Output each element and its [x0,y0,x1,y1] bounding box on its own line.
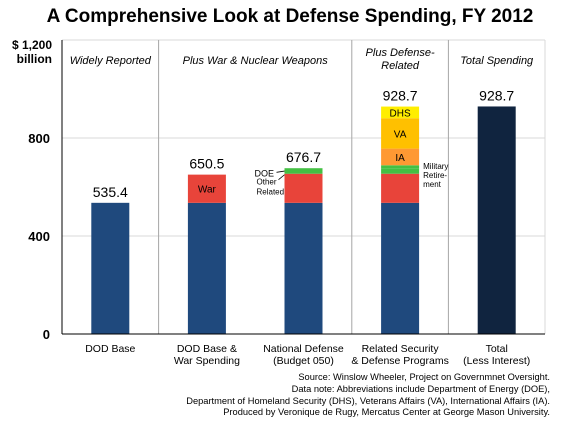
source-note: Source: Winslow Wheeler, Project on Gove… [10,372,550,419]
bar-segment-war [284,173,323,203]
other-related-leader [278,174,285,180]
other-related-annotation: Related [257,188,285,197]
bar-segment-dhs [381,106,420,119]
bar-segment-base [187,202,226,334]
x-tick-label: DOD Base [85,343,135,355]
segment-label: DHS [390,108,411,119]
military-retirement-annotation: ment [423,180,442,189]
bar-segment-doe [381,165,420,169]
doe-annotation: DOE [255,168,275,178]
doe-leader [276,170,285,173]
y-axis-unit-line2: billion [16,52,52,66]
bar-total-label: 928.7 [383,88,418,104]
other-related-annotation: Other [257,178,277,187]
bar-total-label: 535.4 [93,184,128,200]
x-tick-label: DOD Base & [177,343,237,355]
bar-segment-ia [381,148,420,166]
segment-label: IA [395,153,405,164]
bar-total-label: 676.7 [286,149,321,165]
x-tick-label: War Spending [174,355,240,367]
x-tick-label: Total [486,343,508,355]
y-axis-unit: $ 1,200 billion [8,38,52,66]
bar-segment-base [381,202,420,334]
military-retirement-annotation: Retire- [423,171,447,180]
x-tick-label: National Defense [263,343,344,355]
bar-segment-doe [381,168,420,174]
x-tick-label: Related Security [362,343,440,355]
y-axis-unit-line1: $ 1,200 [11,38,52,52]
bar-segment-doe [284,168,323,174]
source-line: Produced by Veronique de Rugy, Mercatus … [223,407,550,418]
segment-label: VA [394,129,407,140]
x-tick-label: & Defense Programs [351,355,448,367]
chart: Widely Reported Plus War & Nuclear Weapon… [28,39,546,367]
section-header: Related [381,60,420,72]
bar-segment-va [381,118,420,149]
military-retirement-annotation: Military [423,162,448,171]
segment-label: War [198,185,217,196]
bar-segment-base [91,202,130,334]
bar-segment-war [381,173,420,203]
bar-segment-base [284,202,323,334]
source-line: Department of Homeland Security (DHS), V… [186,395,550,406]
x-tick-label: (Less Interest) [463,355,530,367]
chart-title: A Comprehensive Look at Defense Spending… [46,6,534,27]
bar-total-label: 650.5 [189,156,224,172]
y-tick-label: 0 [43,327,50,342]
source-line: Source: Winslow Wheeler, Project on Gove… [298,372,550,382]
section-header: Widely Reported [70,55,152,67]
section-header: Total Spending [460,55,534,67]
bar-segment-war [187,174,226,203]
section-header: Plus War & Nuclear Weapons [183,55,329,67]
section-header: Plus Defense- [366,47,435,59]
source-line: Data note: Abbreviations include Departm… [291,383,550,394]
x-tick-label: (Budget 050) [273,355,334,367]
y-tick-label: 400 [28,229,50,244]
bar-segment-total [477,106,516,334]
bar-total-label: 928.7 [479,87,514,103]
y-tick-label: 800 [28,131,50,146]
